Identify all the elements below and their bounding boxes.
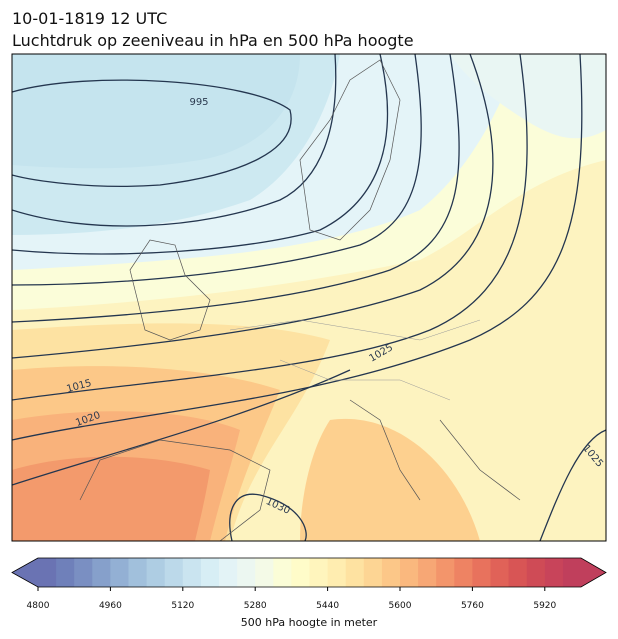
colorbar-segment — [418, 558, 437, 587]
colorbar-segment — [544, 558, 564, 587]
colorbar-segment — [164, 558, 184, 587]
date-title: 10-01-1819 12 UTC — [12, 9, 167, 28]
colorbar-tick-label: 5760 — [461, 601, 484, 611]
colorbar-tick-label: 5280 — [244, 601, 267, 611]
colorbar: 4800 4960 5120 5280 5440 5600 5760 5920 — [11, 557, 607, 611]
colorbar-segment — [146, 558, 166, 587]
colorbar-segment — [273, 558, 292, 587]
colorbar-segment — [526, 558, 546, 587]
colorbar-extend-low — [12, 558, 38, 587]
colorbar-segment — [237, 558, 256, 587]
colorbar-tick-label: 5440 — [316, 601, 339, 611]
colorbar-extend-high — [581, 558, 606, 587]
colorbar-segment — [74, 558, 93, 587]
colorbar-segment — [327, 558, 347, 587]
colorbar-segment — [562, 558, 582, 587]
colorbar-segment — [38, 558, 57, 587]
map-title: Luchtdruk op zeeniveau in hPa en 500 hPa… — [12, 31, 414, 50]
colorbar-tick-label: 5120 — [171, 601, 194, 611]
colorbar-segment — [255, 558, 274, 587]
colorbar-segment — [56, 558, 75, 587]
colorbar-segment — [472, 558, 491, 587]
colorbar-segment — [291, 558, 310, 587]
colorbar-segment — [110, 558, 129, 587]
colorbar-segment — [490, 558, 510, 587]
colorbar-segment — [309, 558, 329, 587]
colorbar-segment — [219, 558, 238, 587]
colorbar-tick-label: 5920 — [533, 601, 556, 611]
colorbar-segment — [508, 558, 528, 587]
colorbar-segment — [182, 558, 202, 587]
colorbar-tick-label: 4800 — [27, 601, 50, 611]
colorbar-segment — [92, 558, 111, 587]
map-frame — [11, 53, 607, 542]
contour-label: 995 — [189, 97, 208, 108]
colorbar-segment — [345, 558, 365, 587]
colorbar-segment — [436, 558, 455, 587]
colorbar-tick-label: 4960 — [99, 601, 122, 611]
colorbar-segment — [128, 558, 148, 587]
colorbar-label: 500 hPa hoogte in meter — [241, 616, 378, 629]
colorbar-outline — [11, 557, 607, 588]
colorbar-tick-label: 5600 — [389, 601, 412, 611]
colorbar-segment — [200, 558, 220, 587]
map: 995 1015 1020 1025 1030 1025 — [12, 54, 606, 541]
colorbar-segment — [363, 558, 383, 587]
colorbar-segment — [454, 558, 473, 587]
colorbar-segment — [400, 558, 419, 587]
colorbar-segment — [381, 558, 401, 587]
